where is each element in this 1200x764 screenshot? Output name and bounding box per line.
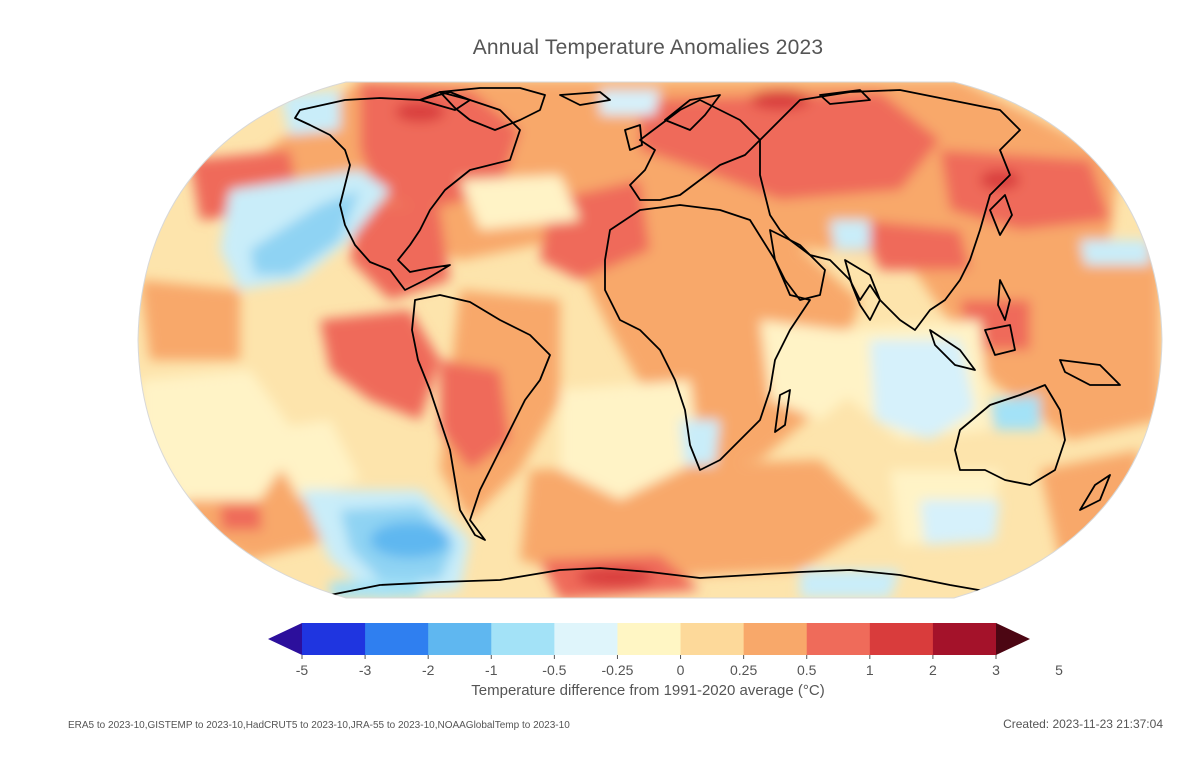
coast-north-america	[294, 91, 521, 291]
created-timestamp: Created: 2023-11-23 21:37:04	[1003, 717, 1163, 731]
colorbar-segment	[932, 623, 997, 655]
colorbar-segments	[268, 623, 1030, 659]
colorbar	[268, 623, 1030, 659]
coastlines	[294, 87, 1121, 596]
colorbar-extend-high	[996, 623, 1030, 655]
colorbar-segment	[365, 623, 429, 655]
coast-arabia	[769, 229, 826, 301]
coast-india	[844, 259, 881, 321]
coast-antarctica	[329, 567, 991, 596]
colorbar-tick-label: 0.5	[796, 662, 817, 678]
colorbar-segment	[554, 623, 618, 655]
colorbar-segment	[491, 623, 555, 655]
coast-borneo	[984, 324, 1016, 356]
colorbar-segment	[428, 623, 492, 655]
colorbar-tick-label: -2	[421, 662, 435, 678]
colorbar-tick-label: 2	[929, 662, 937, 678]
coast-africa	[604, 204, 811, 471]
coast-europe	[629, 99, 761, 201]
colorbar-tick-label: 5	[1055, 662, 1063, 678]
map-frame	[137, 81, 1163, 599]
map-title: Annual Temperature Anomalies 2023	[472, 36, 824, 59]
coast-greenland	[439, 87, 546, 131]
colorbar-extend-low	[268, 623, 302, 655]
colorbar-tick-label: -3	[358, 662, 372, 678]
coast-japan	[989, 194, 1013, 236]
colorbar-segment	[743, 623, 808, 655]
colorbar-segment	[806, 623, 871, 655]
colorbar-tick-label: 1	[865, 662, 874, 678]
coast-arctic-islands	[419, 89, 871, 111]
coast-madagascar	[774, 389, 791, 433]
colorbar-segment	[617, 623, 682, 655]
colorbar-segment	[302, 623, 366, 655]
coast-uk	[624, 124, 643, 151]
colorbar-tick-label: 0.25	[730, 662, 758, 678]
coast-new-guinea	[1059, 359, 1121, 386]
coast-asia	[759, 89, 1021, 331]
colorbar-tick-label: -0.25	[601, 662, 634, 678]
coast-south-america	[411, 294, 551, 541]
colorbar-label: Temperature difference from 1991-2020 av…	[471, 682, 825, 699]
colorbar-segment	[680, 623, 745, 655]
coast-philippines	[997, 279, 1011, 321]
coast-scandinavia	[664, 94, 721, 131]
colorbar-tick-label: -0.5	[542, 662, 567, 678]
colorbar-tick-label: 0	[676, 662, 685, 678]
colorbar-tick-label: -5	[295, 662, 309, 678]
coast-sumatra	[929, 329, 976, 371]
colorbar-tick-label: 3	[992, 662, 1000, 678]
coast-new-zealand	[1079, 474, 1111, 511]
coast-australia	[954, 384, 1066, 486]
colorbar-segment	[869, 623, 934, 655]
colorbar-tick-label: -1	[485, 662, 498, 678]
data-sources-note: ERA5 to 2023-10,GISTEMP to 2023-10,HadCR…	[68, 720, 570, 731]
